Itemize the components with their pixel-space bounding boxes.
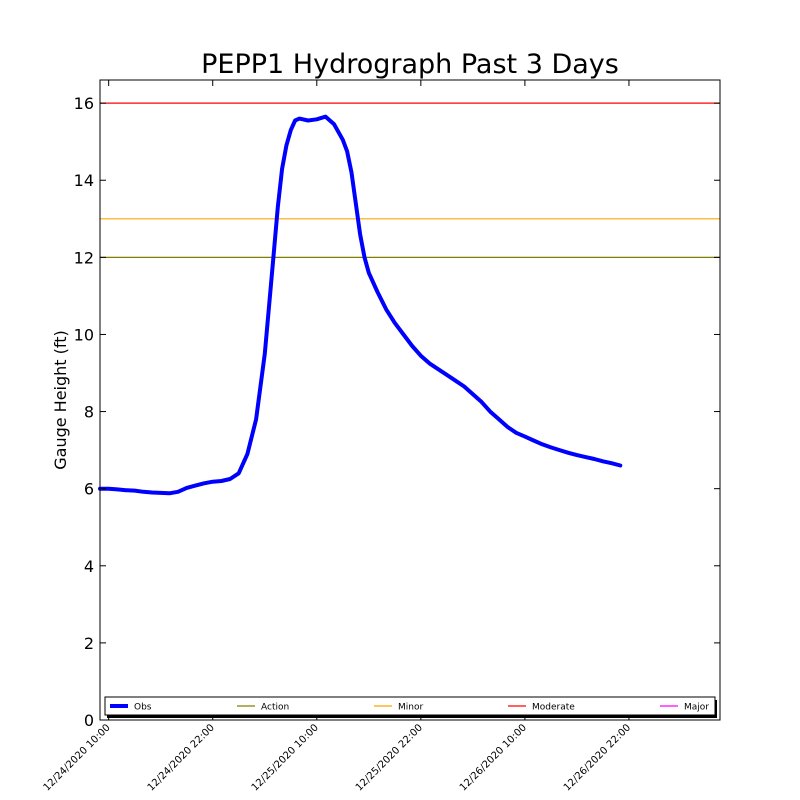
legend: Obs Action Minor Moderate Major — [104, 696, 717, 718]
legend-label-obs: Obs — [134, 703, 152, 713]
y-tick-label: 6 — [84, 480, 94, 499]
y-axis-label: Gauge Height (ft) — [51, 330, 70, 470]
y-tick-label: 4 — [84, 557, 94, 576]
plot-area: 0 2 4 6 8 10 12 14 16 12/24/2020 10:00 12/24/2020 … — [42, 79, 721, 794]
x-tick-label: 12/25/2020 10:00 — [250, 722, 321, 793]
x-tick-label: 12/26/2020 22:00 — [562, 722, 633, 793]
y-tick-label: 8 — [84, 403, 94, 422]
chart-title: PEPP1 Hydrograph Past 3 Days — [201, 49, 619, 80]
y-tick-label: 10 — [74, 325, 94, 344]
x-tick-label: 12/24/2020 22:00 — [146, 722, 217, 793]
x-tick-label: 12/26/2020 10:00 — [458, 722, 529, 793]
series-line-obs — [98, 114, 623, 496]
y-tick-label: 12 — [74, 248, 94, 267]
x-tick-label: 12/25/2020 22:00 — [354, 722, 425, 793]
legend-label-moderate: Moderate — [532, 703, 575, 713]
y-tick-label: 2 — [84, 634, 94, 653]
legend-label-major: Major — [684, 703, 709, 713]
legend-box — [104, 696, 716, 716]
y-tick-label: 16 — [74, 94, 94, 113]
legend-label-action: Action — [261, 703, 289, 713]
plot-frame — [99, 79, 721, 721]
y-tick-label: 0 — [84, 711, 94, 730]
y-tick-label: 14 — [74, 171, 94, 190]
legend-label-minor: Minor — [398, 703, 423, 713]
x-tick-label: 12/24/2020 10:00 — [42, 722, 113, 793]
